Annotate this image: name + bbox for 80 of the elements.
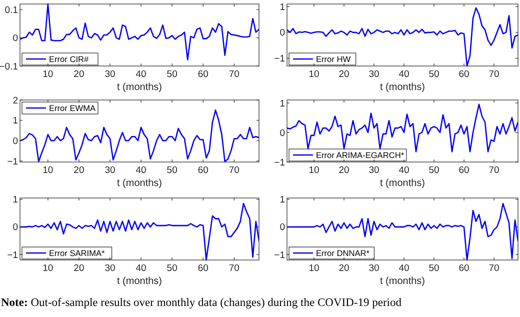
x-tick-label: 40 — [398, 263, 410, 274]
x-tick-label: 50 — [166, 165, 178, 176]
legend-label: Error ARIMA-EGARCH* — [316, 150, 405, 160]
x-tick-label: 30 — [368, 263, 380, 274]
x-tick-label: 60 — [198, 69, 208, 80]
x-tick-label: 30 — [104, 69, 116, 80]
y-tick-label: 1 — [280, 98, 285, 110]
y-tick-label: 0 — [280, 128, 285, 139]
x-axis-title: t (months) — [380, 82, 426, 93]
x-tick-label: 40 — [136, 263, 146, 274]
y-tick-label: 1 — [12, 194, 18, 206]
x-tick-label: 20 — [338, 165, 350, 176]
x-tick-label: 10 — [42, 263, 54, 274]
x-tick-label: 30 — [104, 165, 116, 176]
line-series — [287, 104, 518, 152]
y-tick-label: 0.1 — [4, 4, 18, 16]
line-series — [20, 202, 259, 261]
y-tick-label: 1 — [12, 116, 18, 127]
x-tick-label: 70 — [228, 263, 240, 274]
x-tick-label: 60 — [458, 165, 470, 176]
line-series — [287, 7, 518, 67]
x-tick-label: 70 — [488, 263, 500, 274]
x-tick-label: 30 — [368, 69, 380, 80]
x-tick-label: 50 — [428, 69, 440, 80]
x-tick-label: 30 — [104, 263, 116, 274]
legend-label: Error EWMA — [49, 103, 96, 113]
x-tick-label: 50 — [428, 263, 440, 274]
x-tick-label: 40 — [136, 165, 146, 176]
x-tick-label: 50 — [428, 165, 440, 176]
x-tick-label: 40 — [136, 69, 146, 80]
x-tick-label: 10 — [308, 263, 320, 274]
y-tick-label: −1 — [7, 250, 18, 261]
legend-label: Error CIR# — [49, 54, 90, 64]
x-tick-label: 70 — [228, 165, 240, 176]
x-tick-label: 60 — [458, 263, 470, 274]
y-tick-label: 1 — [280, 2, 285, 13]
legend-label: Error HW — [316, 54, 351, 64]
x-tick-label: 10 — [308, 69, 320, 80]
y-tick-label: 0 — [12, 33, 18, 44]
x-axis-title: t (months) — [116, 178, 162, 189]
x-tick-label: 40 — [398, 165, 410, 176]
x-axis-title: t (months) — [116, 276, 162, 287]
y-tick-label: 0 — [280, 28, 285, 39]
line-series — [287, 202, 518, 261]
x-tick-label: 20 — [74, 165, 84, 176]
x-tick-label: 70 — [488, 69, 500, 80]
x-tick-label: 60 — [198, 165, 208, 176]
y-tick-label: 1 — [280, 194, 285, 206]
x-tick-label: 50 — [166, 69, 178, 80]
x-tick-label: 10 — [42, 165, 54, 176]
y-tick-label: 2 — [12, 95, 18, 106]
x-tick-label: 10 — [42, 69, 54, 80]
x-tick-label: 60 — [198, 263, 208, 274]
x-tick-label: 60 — [458, 69, 470, 80]
x-axis-title: t (months) — [116, 82, 162, 93]
x-tick-label: 30 — [368, 165, 380, 176]
y-tick-label: 0 — [280, 222, 285, 234]
line-series — [20, 110, 259, 162]
x-axis-title: t (months) — [380, 178, 426, 189]
x-tick-label: 20 — [74, 69, 84, 80]
line-series — [20, 3, 259, 60]
x-tick-label: 20 — [338, 263, 350, 274]
y-tick-label: −0.1 — [0, 61, 18, 72]
x-axis-title: t (months) — [380, 276, 426, 287]
x-tick-label: 20 — [338, 69, 350, 80]
y-tick-label: −1 — [274, 54, 285, 65]
x-tick-label: 10 — [308, 165, 320, 176]
x-tick-label: 20 — [74, 263, 84, 274]
y-tick-label: −1 — [274, 250, 285, 261]
x-tick-label: 70 — [228, 69, 240, 80]
text: Note: Out-of-sample results over monthly data (changes) during the COVID-19 period — [1, 297, 402, 309]
y-tick-label: −1 — [274, 157, 285, 168]
x-tick-label: 40 — [398, 69, 410, 80]
x-tick-label: 50 — [166, 263, 178, 274]
y-tick-label: 0 — [12, 222, 18, 234]
legend-label: Error DNNAR* — [316, 248, 370, 258]
legend-label: Error SARIMA* — [49, 248, 106, 258]
y-tick-label: 0 — [12, 136, 18, 147]
y-tick-label: −1 — [7, 156, 18, 168]
x-tick-label: 70 — [488, 165, 500, 176]
